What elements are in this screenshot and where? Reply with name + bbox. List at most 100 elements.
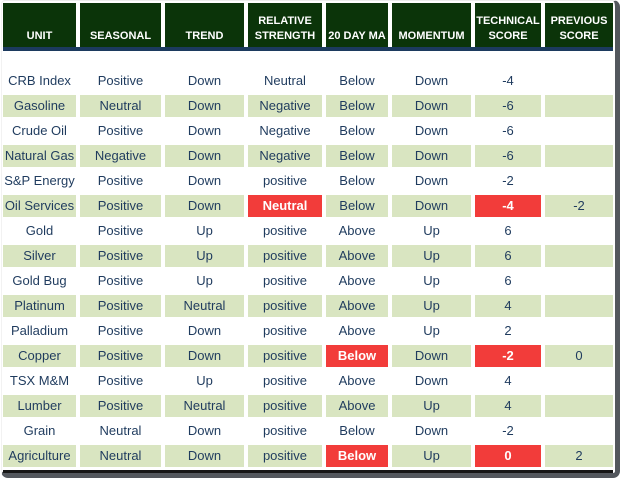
cell-unit: Natural Gas [3,145,80,170]
spacer-cell [545,51,613,70]
cell-unit: Copper [3,345,80,370]
cell-ma_20_day: Below [326,420,392,445]
technical-score-table: UNIT SEASONAL TREND RELATIVE STRENGTH 20 DAY… [3,3,613,473]
cell-trend: Up [165,370,248,395]
cell-trend: Down [165,120,248,145]
cell-technical_score: 6 [475,220,545,245]
table-row-natural-gas: Natural Gas Negative Down Negative Below Down… [3,145,613,170]
cell-ma_20_day: Below [326,195,392,220]
cell-momentum: Down [392,120,475,145]
cell-momentum: Up [392,270,475,295]
cell-trend: Neutral [165,295,248,320]
cell-seasonal: Neutral [80,95,165,120]
cell-seasonal: Positive [80,270,165,295]
cell-unit: TSX M&M [3,370,80,395]
cell-ma_20_day: Above [326,220,392,245]
cell-previous_score: 0 [545,345,613,370]
table-bottom-border-row [3,470,613,473]
cell-relative_strength: Negative [248,120,326,145]
table-row-palladium: Palladium Positive Down positive Above Up 2 [3,320,613,345]
cell-ma_20_day: Below [326,345,392,370]
cell-technical_score: 2 [475,320,545,345]
cell-trend: Neutral [165,395,248,420]
header-divider [3,47,613,51]
column-header-trend: TREND [165,3,248,47]
table-row-s-p-energy: S&P Energy Positive Down positive Below Down -… [3,170,613,195]
cell-seasonal: Positive [80,370,165,395]
cell-technical_score: 4 [475,295,545,320]
cell-technical_score: -4 [475,70,545,95]
table-row-gold: Gold Positive Up positive Above Up 6 [3,220,613,245]
cell-trend: Down [165,445,248,470]
cell-momentum: Up [392,245,475,270]
cell-technical_score: -2 [475,420,545,445]
cell-unit: Gasoline [3,95,80,120]
cell-relative_strength: positive [248,345,326,370]
cell-momentum: Up [392,220,475,245]
cell-ma_20_day: Below [326,70,392,95]
cell-momentum: Down [392,370,475,395]
cell-technical_score: 4 [475,395,545,420]
table-row-lumber: Lumber Positive Neutral positive Above Up 4 [3,395,613,420]
cell-previous_score [545,370,613,395]
cell-seasonal: Negative [80,145,165,170]
cell-previous_score [545,420,613,445]
cell-relative_strength: positive [248,370,326,395]
cell-momentum: Down [392,170,475,195]
cell-trend: Up [165,270,248,295]
cell-previous_score [545,295,613,320]
cell-relative_strength: positive [248,445,326,470]
cell-previous_score [545,95,613,120]
cell-seasonal: Neutral [80,420,165,445]
cell-relative_strength: Negative [248,145,326,170]
cell-momentum: Up [392,320,475,345]
column-header-technical_score: TECHNICAL SCORE [475,3,545,47]
cell-seasonal: Positive [80,345,165,370]
cell-seasonal: Positive [80,295,165,320]
cell-previous_score [545,245,613,270]
cell-unit: Palladium [3,320,80,345]
cell-relative_strength: positive [248,395,326,420]
column-header-momentum: MOMENTUM [392,3,475,47]
cell-unit: Oil Services [3,195,80,220]
cell-trend: Down [165,95,248,120]
cell-trend: Up [165,245,248,270]
cell-relative_strength: positive [248,295,326,320]
cell-seasonal: Positive [80,120,165,145]
cell-previous_score [545,320,613,345]
cell-seasonal: Positive [80,170,165,195]
cell-relative_strength: positive [248,170,326,195]
cell-unit: Gold Bug [3,270,80,295]
cell-ma_20_day: Below [326,170,392,195]
column-header-relative_strength: RELATIVE STRENGTH [248,3,326,47]
cell-relative_strength: positive [248,245,326,270]
table-row-tsx-m-m: TSX M&M Positive Up positive Above Down 4 [3,370,613,395]
table-bottom-border [3,470,613,473]
cell-momentum: Down [392,420,475,445]
cell-relative_strength: positive [248,270,326,295]
cell-technical_score: 6 [475,270,545,295]
table-row-gold-bug: Gold Bug Positive Up positive Above Up 6 [3,270,613,295]
cell-unit: Platinum [3,295,80,320]
column-header-unit: UNIT [3,3,80,47]
cell-seasonal: Positive [80,70,165,95]
cell-technical_score: -2 [475,345,545,370]
table-header-row: UNIT SEASONAL TREND RELATIVE STRENGTH 20 DAY… [3,3,613,47]
cell-momentum: Down [392,345,475,370]
cell-ma_20_day: Below [326,445,392,470]
cell-ma_20_day: Below [326,120,392,145]
cell-ma_20_day: Above [326,270,392,295]
cell-momentum: Up [392,445,475,470]
column-header-ma_20_day: 20 DAY MA [326,3,392,47]
cell-relative_strength: positive [248,320,326,345]
table-row-crude-oil: Crude Oil Positive Down Negative Below Down -6 [3,120,613,145]
cell-previous_score [545,70,613,95]
table-row-gasoline: Gasoline Neutral Down Negative Below Down -6 [3,95,613,120]
table-row-oil-services: Oil Services Positive Down Neutral Below Down… [3,195,613,220]
spacer-cell [3,51,80,70]
cell-ma_20_day: Below [326,145,392,170]
table-row-crb-index: CRB Index Positive Down Neutral Below Down -4 [3,70,613,95]
cell-ma_20_day: Above [326,395,392,420]
cell-trend: Down [165,195,248,220]
